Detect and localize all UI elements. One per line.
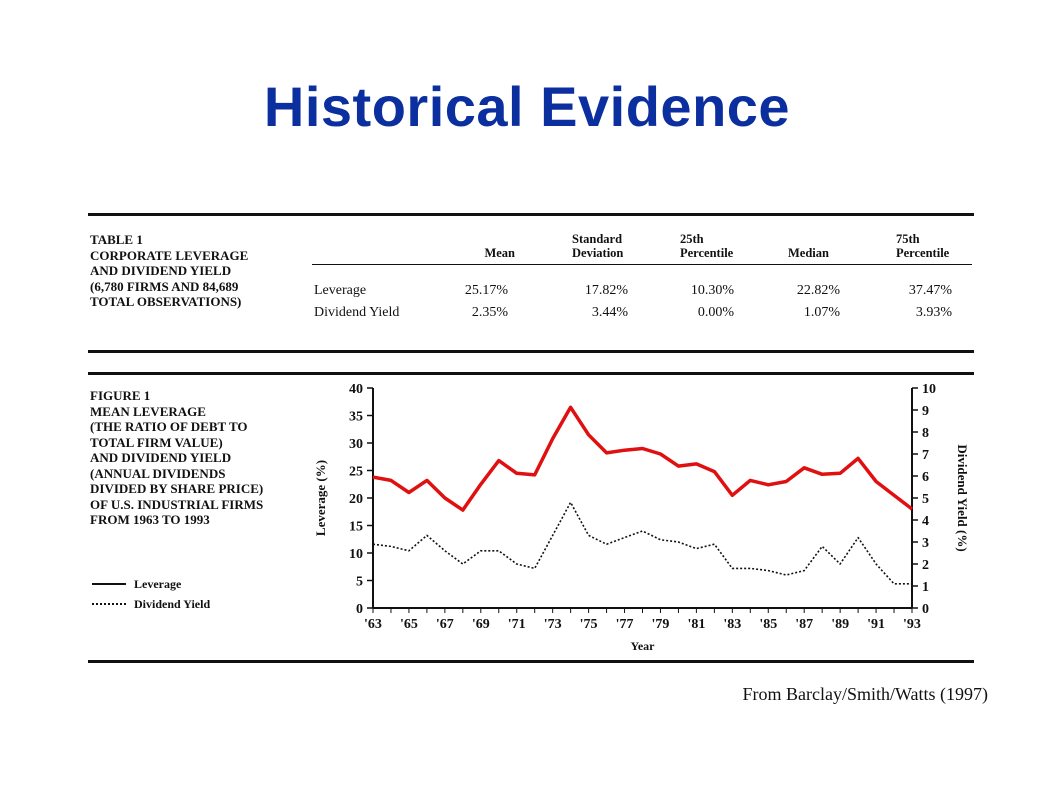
col-header-25th: 25th Percentile	[680, 232, 780, 260]
table-caption-line: CORPORATE LEVERAGE	[90, 247, 249, 263]
table-caption-line: TOTAL OBSERVATIONS)	[90, 294, 242, 309]
y2-tick-label: 0	[922, 602, 929, 617]
y2-axis-label: Dividend Yield (%)	[955, 444, 970, 551]
y2-tick-label: 1	[922, 580, 929, 595]
table-header-rule	[312, 264, 972, 265]
col-header-line1: Standard	[572, 232, 623, 246]
table-cell: 22.82%	[796, 283, 840, 298]
y-tick-label: 5	[356, 575, 363, 590]
figure-top-rule	[88, 372, 974, 375]
y2-tick-label: 10	[922, 382, 936, 397]
col-header-line1: 25th	[680, 232, 704, 246]
col-header-line2: Percentile	[680, 246, 734, 260]
x-tick-label: '65	[400, 617, 418, 632]
y-tick-label: 20	[349, 492, 363, 507]
leverage-dividend-chart: 0 5 10 15 20 25 30 35 40 0 1 2 3 4 5 6 7 8 9 10 '63 '65 '67 '69…	[313, 382, 970, 653]
y2-tick-label: 3	[922, 536, 929, 551]
table-cell: 3.44%	[591, 305, 628, 320]
x-tick-label: '93	[903, 617, 921, 632]
x-axis-label: Year	[631, 639, 656, 653]
chart-legend: Leverage Dividend Yield	[92, 574, 210, 614]
x-tick-label: '87	[795, 617, 813, 632]
table-cell: 2.35%	[471, 305, 508, 320]
col-header-line2: Percentile	[896, 246, 950, 260]
y-tick-label: 30	[349, 437, 363, 452]
legend-dotted-line-icon	[92, 603, 126, 605]
table-bottom-rule	[88, 350, 974, 353]
figure-bottom-rule	[88, 660, 974, 663]
legend-label: Dividend Yield	[134, 596, 211, 611]
col-header-line2: Deviation	[572, 246, 624, 260]
legend-item-dividend-yield: Dividend Yield	[92, 594, 210, 614]
series-line-dividend-yield	[372, 501, 912, 585]
table-caption: TABLE 1 CORPORATE LEVERAGE AND DIVIDEND …	[90, 232, 300, 310]
col-header-median: Median	[788, 232, 868, 260]
col-header-std-dev: Standard Deviation	[572, 232, 672, 260]
table-cell: 1.07%	[803, 305, 840, 320]
col-header-line2: Median	[788, 246, 829, 260]
table-cell: 10.30%	[690, 283, 734, 298]
legend-solid-line-icon	[92, 583, 126, 585]
x-tick-label: '71	[508, 617, 526, 632]
x-tick-label: '79	[652, 617, 670, 632]
y-tick-label: 0	[356, 602, 363, 617]
table-caption-line: (6,780 FIRMS AND 84,689	[90, 278, 239, 294]
row-label: Dividend Yield	[314, 305, 400, 320]
table-caption-line: TABLE 1	[90, 232, 143, 247]
x-tick-label: '77	[616, 617, 634, 632]
y-tick-label: 35	[349, 410, 363, 425]
figure-caption-line: OF U.S. INDUSTRIAL FIRMS	[90, 496, 264, 512]
figure-caption-line: AND DIVIDEND YIELD	[90, 450, 232, 465]
y2-tick-label: 9	[922, 404, 929, 419]
table-cell: 3.93%	[915, 305, 952, 320]
figure-caption-line: FIGURE 1	[90, 388, 151, 403]
x-tick-label: '89	[831, 617, 849, 632]
y-tick-label: 25	[349, 465, 363, 480]
x-tick-label: '83	[723, 617, 741, 632]
x-tick-label: '63	[364, 617, 382, 632]
col-header-line2: Mean	[484, 246, 515, 260]
figure-caption-line: MEAN LEVERAGE	[90, 403, 206, 419]
slide-title: Historical Evidence	[263, 75, 791, 138]
source-citation: From Barclay/Smith/Watts (1997)	[742, 684, 988, 704]
x-tick-label: '73	[544, 617, 562, 632]
figure-caption-line: FROM 1963 TO 1993	[90, 512, 210, 527]
x-tick-label: '69	[472, 617, 490, 632]
row-label: Leverage	[314, 283, 367, 298]
y2-tick-label: 5	[922, 492, 929, 507]
figure-caption-line: DIVIDED BY SHARE PRICE)	[90, 481, 264, 496]
x-tick-label: '75	[580, 617, 598, 632]
y2-tick-label: 2	[922, 558, 929, 573]
x-tick-label: '67	[436, 617, 454, 632]
y-tick-label: 40	[349, 382, 363, 397]
table-cell: 17.82%	[584, 283, 628, 298]
x-tick-label: '81	[687, 617, 705, 632]
y-tick-label: 15	[349, 520, 363, 535]
y2-tick-label: 4	[922, 514, 929, 529]
figure-caption-line: TOTAL FIRM VALUE)	[90, 434, 223, 450]
legend-label: Leverage	[134, 576, 182, 591]
y2-tick-label: 8	[922, 426, 929, 441]
y2-tick-label: 7	[922, 448, 929, 463]
table-cell: 37.47%	[908, 283, 952, 298]
figure-caption-line: (THE RATIO OF DEBT TO	[90, 419, 248, 434]
figure-caption: FIGURE 1 MEAN LEVERAGE (THE RATIO OF DEB…	[90, 388, 305, 528]
table-cell: 0.00%	[697, 305, 734, 320]
col-header-mean: Mean	[455, 232, 515, 260]
legend-item-leverage: Leverage	[92, 574, 210, 594]
table-cell: 25.17%	[464, 283, 508, 298]
y-tick-label: 10	[349, 547, 363, 562]
x-tick-label: '85	[759, 617, 777, 632]
series-line-leverage	[372, 405, 914, 512]
x-tick-label: '91	[867, 617, 885, 632]
table-caption-line: AND DIVIDEND YIELD	[90, 263, 232, 278]
col-header-line1	[455, 232, 515, 246]
col-header-line1	[788, 232, 868, 246]
y-axis-label: Leverage (%)	[313, 460, 328, 536]
col-header-75th: 75th Percentile	[896, 232, 976, 260]
y2-tick-label: 6	[922, 470, 929, 485]
col-header-line1: 75th	[896, 232, 920, 246]
figure-caption-line: (ANNUAL DIVIDENDS	[90, 465, 226, 481]
table-top-rule	[88, 213, 974, 216]
